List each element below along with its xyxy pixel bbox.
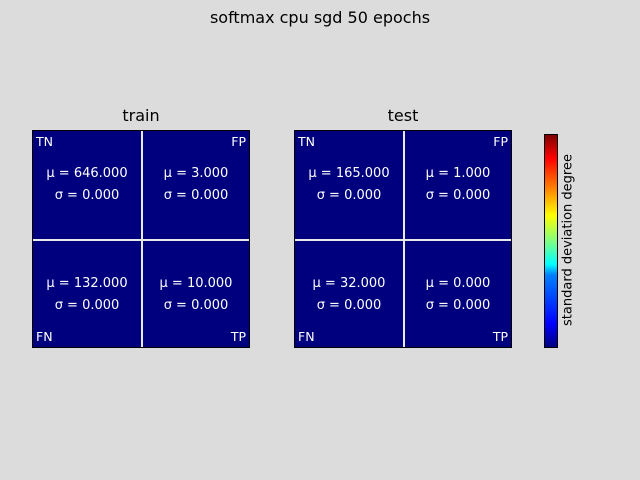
train-panel-title: train (122, 106, 160, 125)
train-tn-mean: μ = 646.000 (46, 166, 128, 181)
train-fp-cell: μ = 3.000 σ = 0.000 (142, 163, 249, 207)
test-tn-label: TN (298, 134, 315, 149)
colorbar-label: standard deviation degree (560, 154, 576, 326)
test-tn-mean: μ = 165.000 (308, 166, 390, 181)
test-tp-mean: μ = 0.000 (425, 276, 491, 291)
test-panel: test TN FP FN TP μ = 165.000 σ = 0.000 μ… (294, 106, 512, 348)
test-tn-cell: μ = 165.000 σ = 0.000 (295, 163, 403, 207)
grid-line-horizontal (33, 239, 249, 241)
test-confusion-matrix: TN FP FN TP μ = 165.000 σ = 0.000 μ = 1.… (294, 130, 512, 348)
test-fn-mean: μ = 32.000 (312, 276, 386, 291)
train-tn-label: TN (36, 134, 53, 149)
test-tp-std: σ = 0.000 (425, 298, 491, 313)
train-tp-cell: μ = 10.000 σ = 0.000 (142, 273, 249, 317)
train-tn-std: σ = 0.000 (54, 188, 120, 203)
train-confusion-matrix: TN FP FN TP μ = 646.000 σ = 0.000 μ = 3.… (32, 130, 250, 348)
colorbar (544, 134, 558, 348)
test-fp-cell: μ = 1.000 σ = 0.000 (404, 163, 511, 207)
test-fn-std: σ = 0.000 (316, 298, 382, 313)
test-fp-std: σ = 0.000 (425, 188, 491, 203)
test-tp-label: TP (492, 329, 508, 344)
test-fp-mean: μ = 1.000 (425, 166, 491, 181)
chart-title: softmax cpu sgd 50 epochs (209, 8, 431, 27)
test-fn-cell: μ = 32.000 σ = 0.000 (295, 273, 403, 317)
train-fp-label: FP (231, 134, 246, 149)
test-tp-cell: μ = 0.000 σ = 0.000 (404, 273, 511, 317)
train-tp-label: TP (230, 329, 246, 344)
grid-line-horizontal (295, 239, 511, 241)
train-fp-std: σ = 0.000 (163, 188, 229, 203)
train-fn-cell: μ = 132.000 σ = 0.000 (33, 273, 141, 317)
test-fn-label: FN (298, 329, 315, 344)
test-panel-title: test (387, 106, 419, 125)
train-fn-label: FN (36, 329, 53, 344)
test-fp-label: FP (493, 134, 508, 149)
train-tn-cell: μ = 646.000 σ = 0.000 (33, 163, 141, 207)
train-tp-std: σ = 0.000 (163, 298, 229, 313)
train-fn-mean: μ = 132.000 (46, 276, 128, 291)
train-fn-std: σ = 0.000 (54, 298, 120, 313)
train-tp-mean: μ = 10.000 (159, 276, 233, 291)
train-fp-mean: μ = 3.000 (163, 166, 229, 181)
test-tn-std: σ = 0.000 (316, 188, 382, 203)
train-panel: train TN FP FN TP μ = 646.000 σ = 0.000 … (32, 106, 250, 348)
